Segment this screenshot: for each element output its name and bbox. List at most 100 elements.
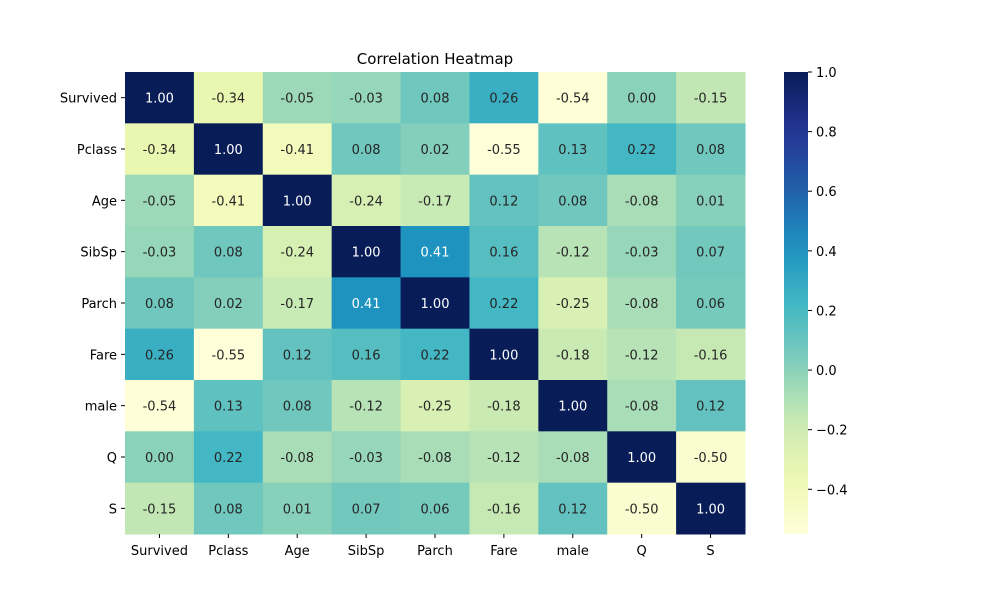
x-tick-label: male <box>557 544 589 559</box>
cell-value-label: 1.00 <box>696 502 725 517</box>
chart-title: Correlation Heatmap <box>357 50 513 68</box>
cell-value-label: 0.07 <box>696 246 725 261</box>
heatmap-cell <box>125 380 195 432</box>
heatmap-cell <box>469 174 539 227</box>
cell-value-label: 0.08 <box>214 502 243 517</box>
cell-value-label: -0.34 <box>212 92 246 107</box>
heatmap-cell <box>262 277 333 330</box>
cell-value-label: -0.34 <box>143 143 177 158</box>
cell-value-label: -0.12 <box>349 400 383 415</box>
cell-value-label: 0.26 <box>489 92 518 107</box>
x-axis: Survived Pclass Age SibSp Parch Fare male Q S <box>131 534 715 559</box>
heatmap-cell <box>262 328 333 381</box>
heatmap-cell <box>607 72 677 124</box>
colorbar-tick-label: 1.0 <box>816 66 837 81</box>
cell-value-label: -0.50 <box>625 502 659 517</box>
heatmap-cell <box>538 482 608 535</box>
colorbar-tick-label: −0.4 <box>816 483 848 498</box>
y-tick-label: Pclass <box>77 143 117 158</box>
cell-value-label: -0.54 <box>143 400 177 415</box>
heatmap-cell <box>607 226 677 278</box>
heatmap-cell <box>469 123 539 176</box>
cell-value-label: 0.08 <box>696 143 725 158</box>
cell-value-label: -0.55 <box>487 143 521 158</box>
cell-value-label: -0.16 <box>694 348 728 363</box>
cell-value-label: 0.08 <box>214 246 243 261</box>
heatmap-cell <box>125 174 195 227</box>
y-tick-label: Fare <box>90 348 117 363</box>
cell-value-label: 0.08 <box>558 194 587 209</box>
cell-value-label: -0.08 <box>280 451 314 466</box>
heatmap-cell <box>193 123 264 176</box>
colorbar-tick-label: 0.0 <box>816 364 837 379</box>
colorbar-tick-label: −0.2 <box>816 424 848 439</box>
heatmap-cells <box>125 72 746 535</box>
cell-value-label: -0.25 <box>418 400 452 415</box>
heatmap-cell <box>125 226 195 278</box>
cell-value-label: 0.00 <box>145 451 174 466</box>
heatmap-cell <box>538 72 608 124</box>
heatmap-cell <box>262 380 333 432</box>
heatmap-cell <box>193 174 264 227</box>
heatmap-cell <box>193 380 264 432</box>
x-tick-label: S <box>706 544 714 559</box>
heatmap-cell <box>469 482 539 535</box>
heatmap-cell <box>331 277 402 330</box>
heatmap-cell <box>193 431 264 484</box>
heatmap-cell <box>193 482 264 535</box>
cell-value-label: -0.55 <box>212 348 246 363</box>
cell-value-label: -0.05 <box>280 92 314 107</box>
heatmap-cell <box>125 277 195 330</box>
heatmap-cell <box>538 226 608 278</box>
heatmap-cell <box>193 72 264 124</box>
cell-value-label: 0.01 <box>283 502 312 517</box>
cell-value-label: 0.08 <box>352 143 381 158</box>
heatmap-cell <box>331 328 402 381</box>
heatmap-cell <box>400 482 470 535</box>
x-tick-label: Survived <box>131 544 188 559</box>
colorbar-tick-label: 0.2 <box>816 304 837 319</box>
heatmap-cell <box>676 431 746 484</box>
heatmap-cell <box>469 328 539 381</box>
heatmap-cell <box>331 226 402 278</box>
heatmap-cell <box>607 174 677 227</box>
y-axis: Survived Pclass Age SibSp Parch Fare male Q S <box>60 92 125 517</box>
cell-value-label: 1.00 <box>489 348 518 363</box>
heatmap-cell <box>607 380 677 432</box>
cell-value-label: -0.08 <box>418 451 452 466</box>
heatmap-cell <box>262 174 333 227</box>
cell-value-label: -0.08 <box>625 297 659 312</box>
colorbar-tick-label: 0.4 <box>816 245 837 260</box>
y-tick-label: male <box>85 400 117 415</box>
cell-value-label: 1.00 <box>214 143 243 158</box>
heatmap-cell <box>193 277 264 330</box>
heatmap-cell <box>125 431 195 484</box>
cell-value-label: -0.12 <box>625 348 659 363</box>
x-tick-label: SibSp <box>348 544 385 559</box>
heatmap-cell <box>676 123 746 176</box>
cell-value-label: 0.06 <box>696 297 725 312</box>
cell-value-label: 0.22 <box>627 143 656 158</box>
heatmap-cell <box>400 431 470 484</box>
cell-value-label: -0.50 <box>694 451 728 466</box>
cell-value-label: -0.12 <box>556 246 590 261</box>
heatmap-cell <box>607 482 677 535</box>
cell-value-label: 0.07 <box>352 502 381 517</box>
y-tick-label: Q <box>107 451 117 466</box>
heatmap-cell <box>676 72 746 124</box>
heatmap-cell <box>125 482 195 535</box>
cell-value-label: 0.13 <box>558 143 587 158</box>
cell-value-label: 0.08 <box>421 92 450 107</box>
cell-value-label: 0.13 <box>214 400 243 415</box>
heatmap-cell <box>125 72 195 124</box>
heatmap-cell <box>607 431 677 484</box>
cell-value-label: 0.22 <box>421 348 450 363</box>
heatmap-cell <box>607 123 677 176</box>
heatmap-cell <box>538 328 608 381</box>
heatmap-cell <box>262 226 333 278</box>
heatmap-cell <box>676 482 746 535</box>
heatmap-cell <box>331 123 402 176</box>
cell-value-label: 1.00 <box>558 400 587 415</box>
colorbar-gradient <box>784 72 808 534</box>
